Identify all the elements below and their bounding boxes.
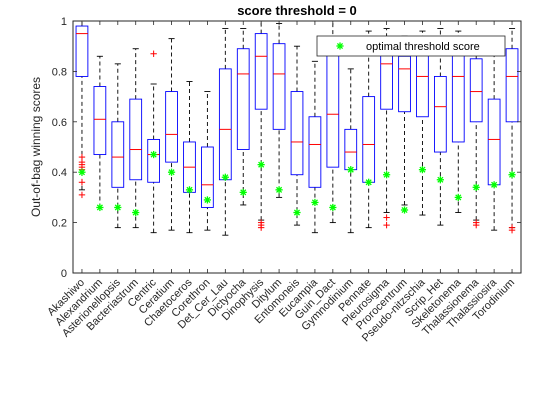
legend-marker-optimal <box>336 42 344 50</box>
outlier-marker <box>78 153 86 161</box>
y-tick-label: 0.6 <box>52 117 67 129</box>
box <box>75 25 89 77</box>
box <box>308 116 322 188</box>
optimal-threshold-marker <box>329 203 337 212</box>
y-tick-label: 1 <box>61 16 67 28</box>
y-axis: 0 0.2 0.4 0.6 0.8 1 <box>52 16 521 280</box>
legend-box <box>316 35 506 57</box>
box-group <box>290 45 304 226</box>
outlier-marker <box>150 50 157 57</box>
box <box>93 86 107 156</box>
box <box>236 48 250 150</box>
box-group <box>165 38 178 231</box>
optimal-threshold-marker <box>96 203 104 212</box>
legend-star-icon <box>336 42 344 50</box>
plot-frame <box>72 20 522 274</box>
y-axis-label: Out-of-bag winning scores <box>29 77 43 217</box>
outlier-marker <box>473 219 480 226</box>
optimal-threshold-marker <box>454 193 462 201</box>
optimal-threshold-marker <box>383 171 391 179</box>
outlier-marker <box>78 191 86 199</box>
optimal-threshold-marker <box>132 208 140 217</box>
box-group <box>147 50 161 234</box>
outlier-marker <box>383 214 390 221</box>
optimal-threshold-marker <box>436 176 444 184</box>
box <box>505 48 519 123</box>
optimal-threshold-marker <box>185 186 194 194</box>
optimal-threshold-marker <box>257 161 265 169</box>
box <box>290 91 304 176</box>
optimal-threshold-marker <box>239 188 247 196</box>
optimal-threshold-marker <box>365 178 373 186</box>
chart-title: score threshold = 0 <box>237 3 357 18</box>
box-group <box>505 28 519 234</box>
optimal-threshold-marker <box>490 181 498 189</box>
box-group <box>308 60 322 234</box>
box-group <box>469 38 483 229</box>
optimal-threshold-marker <box>150 150 158 159</box>
box <box>111 121 125 188</box>
box-group <box>111 63 125 229</box>
box <box>201 146 214 208</box>
y-tick-label: 0 <box>61 268 67 280</box>
optimal-threshold-marker <box>78 168 86 176</box>
chart-marks <box>75 20 519 236</box>
box-group <box>93 55 107 212</box>
box-group <box>201 91 214 231</box>
box-group <box>344 68 358 234</box>
legend-label-optimal: optimal threshold score <box>366 41 480 53</box>
box <box>254 33 268 110</box>
box <box>147 138 161 183</box>
optimal-threshold-marker <box>418 166 427 174</box>
optimal-threshold-marker <box>400 206 409 214</box>
y-tick-label: 0.4 <box>52 167 67 179</box>
y-tick-label: 0.8 <box>52 66 67 78</box>
outlier-marker <box>383 221 390 229</box>
optimal-threshold-marker <box>311 198 319 207</box>
box-group <box>236 28 250 206</box>
optimal-threshold-marker <box>472 183 480 191</box>
box-group <box>218 28 232 236</box>
box-group <box>254 20 268 231</box>
legend: optimal threshold score <box>316 35 506 57</box>
box <box>433 75 447 153</box>
outlier-marker <box>508 224 516 231</box>
optimal-threshold-marker <box>508 171 516 179</box>
optimal-threshold-marker <box>167 168 176 176</box>
optimal-threshold-marker <box>347 166 355 174</box>
optimal-threshold-marker <box>221 173 229 181</box>
optimal-threshold-marker <box>293 208 301 217</box>
optimal-threshold-marker <box>203 196 211 204</box>
box <box>129 98 143 181</box>
plot-area <box>73 21 521 273</box>
box-group <box>129 48 143 229</box>
outlier-marker <box>78 179 86 186</box>
box <box>165 91 178 163</box>
box-group <box>183 81 196 234</box>
optimal-threshold-marker <box>114 203 122 212</box>
outlier-marker <box>257 219 265 226</box>
y-tick-label: 0.2 <box>52 218 67 230</box>
box <box>272 43 286 130</box>
box-group <box>362 30 376 229</box>
optimal-threshold-marker <box>275 186 283 194</box>
box <box>469 58 483 123</box>
